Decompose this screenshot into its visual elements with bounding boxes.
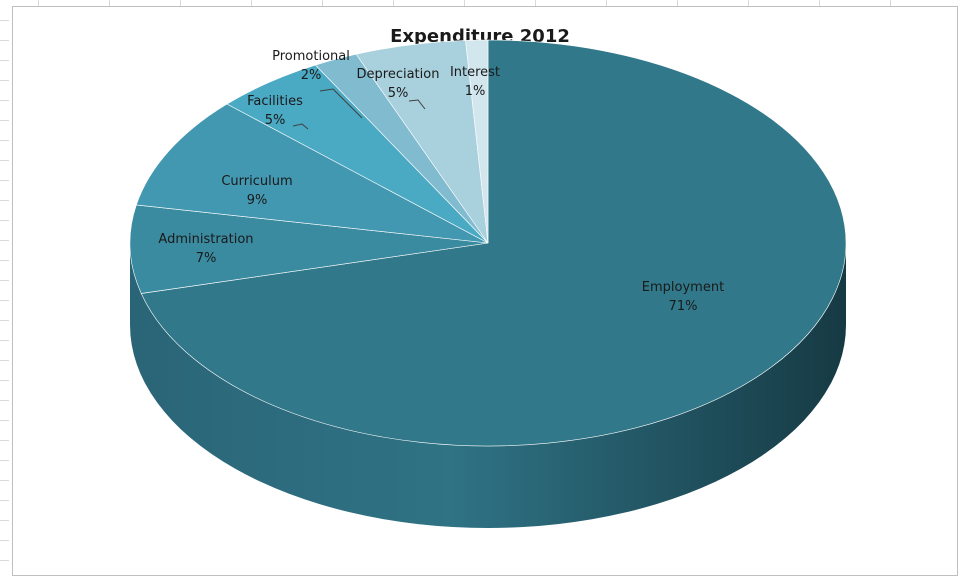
grid-tick	[0, 520, 9, 521]
grid-tick	[0, 300, 9, 301]
grid-tick	[0, 160, 9, 161]
grid-tick	[322, 0, 323, 9]
grid-tick	[38, 0, 39, 9]
slice-label-promotional: Promotional	[272, 49, 350, 64]
grid-tick	[0, 480, 9, 481]
grid-tick	[0, 180, 9, 181]
grid-tick	[0, 500, 9, 501]
slice-percent-administration: 7%	[196, 251, 217, 266]
grid-tick	[0, 460, 9, 461]
grid-tick	[464, 0, 465, 9]
grid-tick	[0, 280, 9, 281]
slice-percent-facilities: 5%	[265, 113, 286, 128]
grid-tick	[251, 0, 252, 9]
grid-tick	[0, 440, 9, 441]
grid-tick	[0, 100, 9, 101]
grid-tick	[0, 360, 9, 361]
grid-tick	[0, 400, 9, 401]
slice-label-administration: Administration	[158, 232, 253, 247]
slice-percent-promotional: 2%	[301, 68, 322, 83]
grid-tick	[180, 0, 181, 9]
pie-slice-employment[interactable]	[140, 39, 847, 447]
grid-tick	[0, 140, 9, 141]
slice-percent-curriculum: 9%	[247, 193, 268, 208]
grid-tick	[535, 0, 536, 9]
grid-tick	[109, 0, 110, 9]
grid-tick	[0, 60, 9, 61]
grid-tick	[0, 420, 9, 421]
slice-label-curriculum: Curriculum	[221, 174, 292, 189]
grid-tick	[0, 40, 9, 41]
slice-percent-employment: 71%	[669, 299, 698, 314]
grid-tick	[0, 560, 9, 561]
grid-tick	[0, 200, 9, 201]
grid-tick	[0, 540, 9, 541]
grid-tick	[890, 0, 891, 9]
grid-tick	[0, 260, 9, 261]
slice-label-facilities: Facilities	[247, 94, 303, 109]
grid-tick	[0, 340, 9, 341]
grid-tick	[677, 0, 678, 9]
pie-slice-curriculum[interactable]	[135, 103, 489, 244]
leader-line-facilities	[292, 123, 309, 130]
leader-line-depreciation	[408, 99, 426, 110]
grid-tick	[819, 0, 820, 9]
slice-label-depreciation: Depreciation	[357, 67, 440, 82]
slice-label-employment: Employment	[642, 280, 724, 295]
grid-tick	[0, 20, 9, 21]
grid-tick	[0, 120, 9, 121]
slice-percent-depreciation: 5%	[388, 86, 409, 101]
leader-line-promotional	[319, 88, 363, 119]
grid-tick	[0, 380, 9, 381]
grid-tick	[606, 0, 607, 9]
pie-slice-interest[interactable]	[465, 39, 489, 244]
grid-tick	[393, 0, 394, 9]
grid-tick	[0, 240, 9, 241]
pie-side-wall	[130, 243, 846, 528]
grid-tick	[748, 0, 749, 9]
grid-tick	[0, 220, 9, 221]
slice-label-interest: Interest	[450, 65, 500, 80]
slice-percent-interest: 1%	[465, 84, 486, 99]
grid-tick	[0, 80, 9, 81]
grid-tick	[0, 320, 9, 321]
pie-slice-administration[interactable]	[129, 204, 489, 294]
